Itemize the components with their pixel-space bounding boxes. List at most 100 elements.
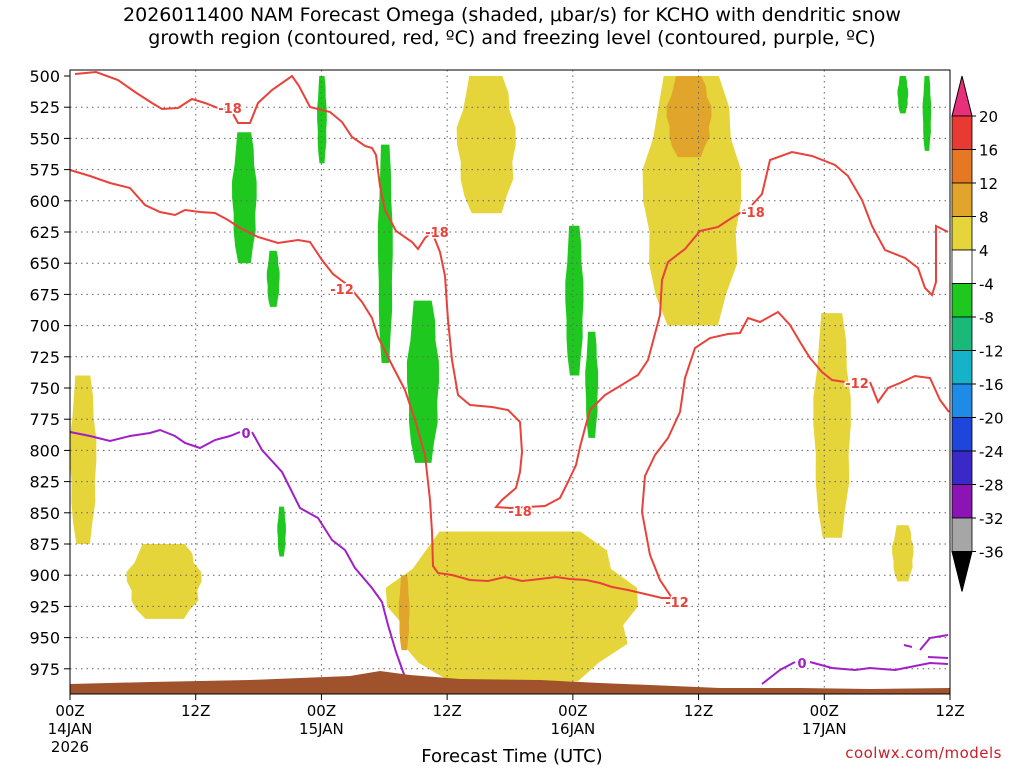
contour-label-purple-1: 0 bbox=[797, 657, 806, 672]
colorbar-band-13 bbox=[951, 517, 973, 552]
x-tick-label-36: 12Z bbox=[432, 702, 461, 720]
y-tick-label-750: 750 bbox=[29, 379, 60, 398]
colorbar-band-10 bbox=[951, 417, 973, 452]
x-tick-label-0: 00Z bbox=[55, 702, 84, 720]
y-tick-label-900: 900 bbox=[29, 566, 60, 585]
contour-label-red-5: -12 bbox=[665, 596, 689, 611]
contour-red-12 bbox=[69, 169, 675, 599]
omega_negative_-4_-8-region-3 bbox=[377, 144, 393, 363]
y-tick-label-950: 950 bbox=[29, 629, 60, 648]
chart-title-line2: growth region (contoured, red, ºC) and f… bbox=[148, 27, 876, 49]
x-tick-label-48: 00Z bbox=[558, 702, 587, 720]
colorbar-band-11 bbox=[951, 450, 973, 485]
contour-labels: -18 -18 -12 -18 -18 -12 -12 0 0 bbox=[217, 101, 871, 674]
x-tick-label-84: 12Z bbox=[935, 702, 964, 720]
omega_negative_-4_-8-region-6 bbox=[585, 331, 599, 438]
omega_positive_4_8-region-2 bbox=[69, 375, 97, 544]
colorbar-label-5: -4 bbox=[979, 276, 994, 294]
x-axis-label: Forecast Time (UTC) bbox=[421, 746, 603, 767]
colorbar-label-12: -32 bbox=[979, 510, 1004, 528]
omega_positive_4_8-region-0 bbox=[456, 76, 516, 214]
y-tick-label-575: 575 bbox=[29, 161, 60, 180]
colorbar-label-7: -12 bbox=[979, 343, 1004, 361]
colorbar-band-7 bbox=[951, 316, 973, 351]
colorbar-band-2 bbox=[951, 149, 973, 184]
contour-red-right bbox=[640, 310, 950, 599]
y-tick-label-600: 600 bbox=[29, 192, 60, 211]
x-tick-label-72: 00Z bbox=[810, 702, 839, 720]
x-year-label-0: 2026 bbox=[51, 738, 89, 756]
contour-label-red-6: -12 bbox=[845, 377, 869, 392]
colorbar-label-1: 16 bbox=[979, 142, 998, 160]
y-tick-label-825: 825 bbox=[29, 473, 60, 492]
contour-lines bbox=[69, 70, 950, 685]
y-tick-label-725: 725 bbox=[29, 348, 60, 367]
colorbar-band-6 bbox=[951, 283, 973, 318]
colorbar-label-10: -24 bbox=[979, 443, 1004, 461]
omega_negative_-4_-8-region-8 bbox=[897, 76, 909, 114]
colorbar-label-13: -36 bbox=[979, 544, 1004, 562]
x-tick-label-60: 12Z bbox=[684, 702, 713, 720]
x-tick-label-12: 12Z bbox=[181, 702, 210, 720]
omega_negative_-4_-8-region-0 bbox=[232, 132, 257, 264]
omega_negative_-4_-8-region-9 bbox=[922, 76, 932, 151]
y-tick-label-525: 525 bbox=[29, 98, 60, 117]
terrain-surface bbox=[70, 671, 950, 694]
x-date-label-0: 14JAN bbox=[48, 720, 93, 738]
contour-label-red-1: -18 bbox=[425, 226, 449, 241]
y-tick-label-925: 925 bbox=[29, 597, 60, 616]
contour-purple-left bbox=[69, 428, 407, 681]
y-tick-label-875: 875 bbox=[29, 535, 60, 554]
omega_positive_4_8-region-4 bbox=[385, 531, 638, 682]
y-tick-label-700: 700 bbox=[29, 317, 60, 336]
colorbar-band-3 bbox=[951, 182, 973, 217]
y-tick-label-650: 650 bbox=[29, 254, 60, 273]
x-tick-label-24: 00Z bbox=[307, 702, 336, 720]
colorbar-band-9 bbox=[951, 383, 973, 418]
y-tick-label-500: 500 bbox=[29, 67, 60, 86]
grid-lines bbox=[70, 70, 950, 694]
colorbar: 20 16 12 8 4 -4 -8 -12 -16 -20 -24 -28 -32 -36 bbox=[951, 75, 1004, 592]
y-tick-label-625: 625 bbox=[29, 223, 60, 242]
omega_negative_-4_-8-region-2 bbox=[317, 76, 327, 164]
colorbar-label-2: 12 bbox=[979, 175, 998, 193]
contour-red-18-low bbox=[431, 209, 746, 510]
omega_negative_-4_-8-region-1 bbox=[266, 250, 280, 307]
omega_positive_8_12-region-0 bbox=[666, 76, 712, 158]
contour-label-purple-0: 0 bbox=[241, 427, 250, 442]
omega_positive_4_8-region-3 bbox=[126, 544, 202, 619]
omega_negative_-4_-8-region-5 bbox=[565, 225, 584, 376]
contour-label-red-3: -18 bbox=[741, 206, 765, 221]
contour-label-red-4: -18 bbox=[508, 505, 532, 520]
colorbar-band-12 bbox=[951, 484, 973, 519]
colorbar-label-6: -8 bbox=[979, 309, 994, 327]
colorbar-band-4 bbox=[951, 216, 973, 251]
colorbar-label-0: 20 bbox=[979, 108, 998, 126]
colorbar-label-11: -28 bbox=[979, 477, 1004, 495]
y-tick-label-550: 550 bbox=[29, 129, 60, 148]
colorbar-bottom-triangle bbox=[951, 551, 973, 592]
contour-label-red-0: -18 bbox=[218, 102, 242, 117]
colorbar-top-triangle bbox=[951, 75, 973, 117]
contour-red-top-right bbox=[751, 150, 949, 297]
y-axis: 500 525 550 575 600 625 650 675 700 725 750 775 800 8… bbox=[29, 67, 70, 679]
plot-frame bbox=[69, 69, 951, 695]
omega_negative_-4_-8-region-4 bbox=[406, 300, 439, 463]
y-tick-label-675: 675 bbox=[29, 285, 60, 304]
colorbar-label-9: -20 bbox=[979, 410, 1004, 428]
colorbar-band-8 bbox=[951, 350, 973, 385]
x-date-label-24: 15JAN bbox=[299, 720, 344, 738]
omega_positive_8_12-region-1 bbox=[398, 575, 410, 651]
colorbar-label-3: 8 bbox=[979, 209, 989, 227]
x-date-label-48: 16JAN bbox=[550, 720, 595, 738]
omega-shading bbox=[69, 76, 932, 682]
contour-red-top bbox=[74, 70, 433, 251]
colorbar-label-4: 4 bbox=[979, 242, 989, 260]
colorbar-band-1 bbox=[951, 115, 973, 150]
y-tick-label-850: 850 bbox=[29, 504, 60, 523]
y-tick-label-800: 800 bbox=[29, 441, 60, 460]
y-tick-label-975: 975 bbox=[29, 660, 60, 679]
credit-link[interactable]: coolwx.com/models bbox=[845, 744, 1002, 762]
